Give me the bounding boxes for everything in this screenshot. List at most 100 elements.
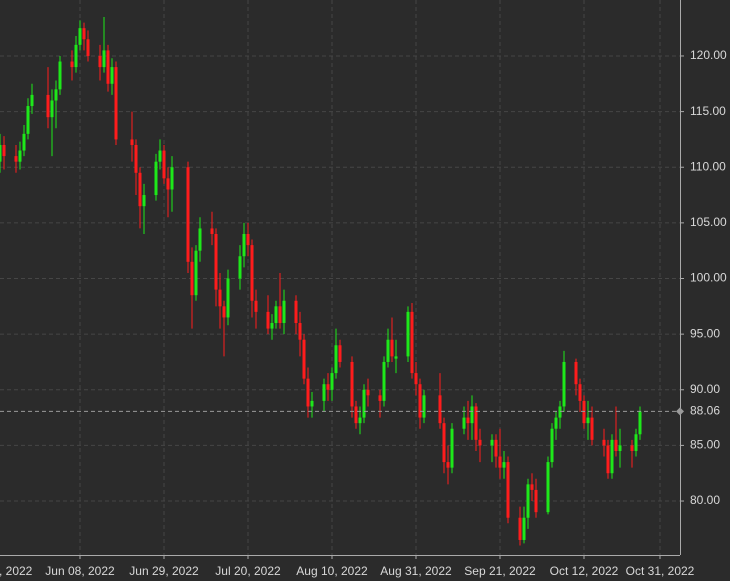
candle-body bbox=[110, 67, 114, 84]
x-tick-label: Jun 08, 2022 bbox=[45, 564, 115, 578]
candle-body bbox=[506, 462, 510, 518]
y-tick-label: 90.00 bbox=[690, 382, 720, 396]
candle-body bbox=[562, 361, 566, 407]
candle-body bbox=[238, 256, 242, 279]
candle-body bbox=[310, 400, 314, 407]
candle-body bbox=[410, 311, 414, 374]
candle-body bbox=[0, 144, 2, 162]
candle-body bbox=[154, 161, 158, 196]
candle-body bbox=[162, 150, 166, 179]
x-tick-label: Oct 12, 2022 bbox=[550, 564, 619, 578]
candle-body bbox=[130, 139, 134, 145]
x-tick-label: Oct 31, 2022 bbox=[626, 564, 695, 578]
candle-body bbox=[138, 172, 142, 207]
candle-body bbox=[630, 445, 634, 451]
candle-body bbox=[414, 373, 418, 385]
candle-body bbox=[610, 439, 614, 474]
candle-body bbox=[302, 339, 306, 379]
candle-body bbox=[278, 306, 282, 324]
last-price-label: 88.06 bbox=[690, 404, 720, 418]
candle-body bbox=[78, 28, 82, 45]
candle-body bbox=[322, 384, 326, 401]
candle-body bbox=[30, 94, 34, 107]
candle-body bbox=[530, 484, 534, 490]
candle-body bbox=[14, 156, 18, 162]
candle-body bbox=[70, 61, 74, 68]
candle-body bbox=[274, 306, 278, 324]
candle-body bbox=[394, 356, 398, 359]
candle-body bbox=[354, 406, 358, 424]
candle-body bbox=[606, 445, 610, 474]
candle-body bbox=[218, 289, 222, 307]
candle-body bbox=[442, 423, 446, 463]
candle-body bbox=[298, 323, 302, 340]
candle-body bbox=[166, 178, 170, 190]
candle-body bbox=[58, 61, 62, 90]
candle-body bbox=[366, 389, 370, 396]
candle-body bbox=[446, 462, 450, 468]
last-price-marker bbox=[676, 407, 684, 416]
candle-body bbox=[170, 167, 174, 190]
candle-body bbox=[362, 389, 366, 418]
candle-body bbox=[526, 484, 530, 518]
candle-body bbox=[214, 233, 218, 290]
candle-body bbox=[474, 406, 478, 440]
candle-body bbox=[590, 417, 594, 440]
x-tick-label: Jul 20, 2022 bbox=[215, 564, 281, 578]
candle-body bbox=[350, 361, 354, 407]
x-tick-label: Aug 10, 2022 bbox=[296, 564, 368, 578]
candle-body bbox=[386, 339, 390, 362]
candle-body bbox=[226, 278, 230, 318]
candle-body bbox=[382, 361, 386, 401]
candle-body bbox=[86, 39, 90, 56]
candle-body bbox=[554, 417, 558, 429]
candle-body bbox=[222, 306, 226, 318]
candle-body bbox=[158, 150, 162, 162]
y-tick-label: 110.00 bbox=[690, 159, 726, 173]
y-tick-label: 115.00 bbox=[690, 104, 726, 118]
candle-body bbox=[574, 361, 578, 385]
candle-body bbox=[602, 439, 606, 446]
x-tick-label: Jun 29, 2022 bbox=[129, 564, 199, 578]
candle-body bbox=[534, 489, 538, 513]
candle-body bbox=[82, 28, 86, 40]
candle-body bbox=[142, 195, 146, 207]
candle-body bbox=[334, 345, 338, 374]
candle-body bbox=[406, 311, 410, 357]
candle-body bbox=[618, 445, 622, 451]
candle-body bbox=[518, 517, 522, 540]
candle-body bbox=[470, 406, 474, 424]
candle-body bbox=[306, 378, 310, 407]
candle-body bbox=[326, 384, 330, 390]
candle-body bbox=[582, 400, 586, 424]
candle-body bbox=[22, 133, 26, 151]
candle-body bbox=[194, 250, 198, 296]
candle-body bbox=[338, 345, 342, 362]
candle-body bbox=[522, 517, 526, 540]
candle-body bbox=[546, 462, 550, 513]
candle-body bbox=[550, 428, 554, 463]
candle-body bbox=[98, 55, 102, 68]
candle-body bbox=[450, 428, 454, 468]
candle-body bbox=[18, 150, 22, 162]
y-tick-label: 80.00 bbox=[690, 493, 720, 507]
x-tick-label: Aug 31, 2022 bbox=[380, 564, 452, 578]
candle-body bbox=[242, 233, 246, 257]
candle-body bbox=[210, 228, 214, 234]
candle-body bbox=[586, 417, 590, 424]
candle-body bbox=[186, 167, 190, 262]
candle-body bbox=[102, 50, 106, 68]
x-tick-label: Sep 21, 2022 bbox=[464, 564, 536, 578]
candle-body bbox=[422, 395, 426, 418]
candle-body bbox=[330, 373, 334, 390]
candle-body bbox=[190, 261, 194, 296]
candle-body bbox=[378, 395, 382, 401]
candle-body bbox=[198, 228, 202, 251]
candle-body bbox=[502, 462, 506, 468]
candle-body bbox=[46, 94, 50, 118]
candle-body bbox=[614, 439, 618, 451]
candle-body bbox=[498, 456, 502, 468]
y-tick-label: 95.00 bbox=[690, 326, 720, 340]
candle-body bbox=[26, 106, 30, 134]
